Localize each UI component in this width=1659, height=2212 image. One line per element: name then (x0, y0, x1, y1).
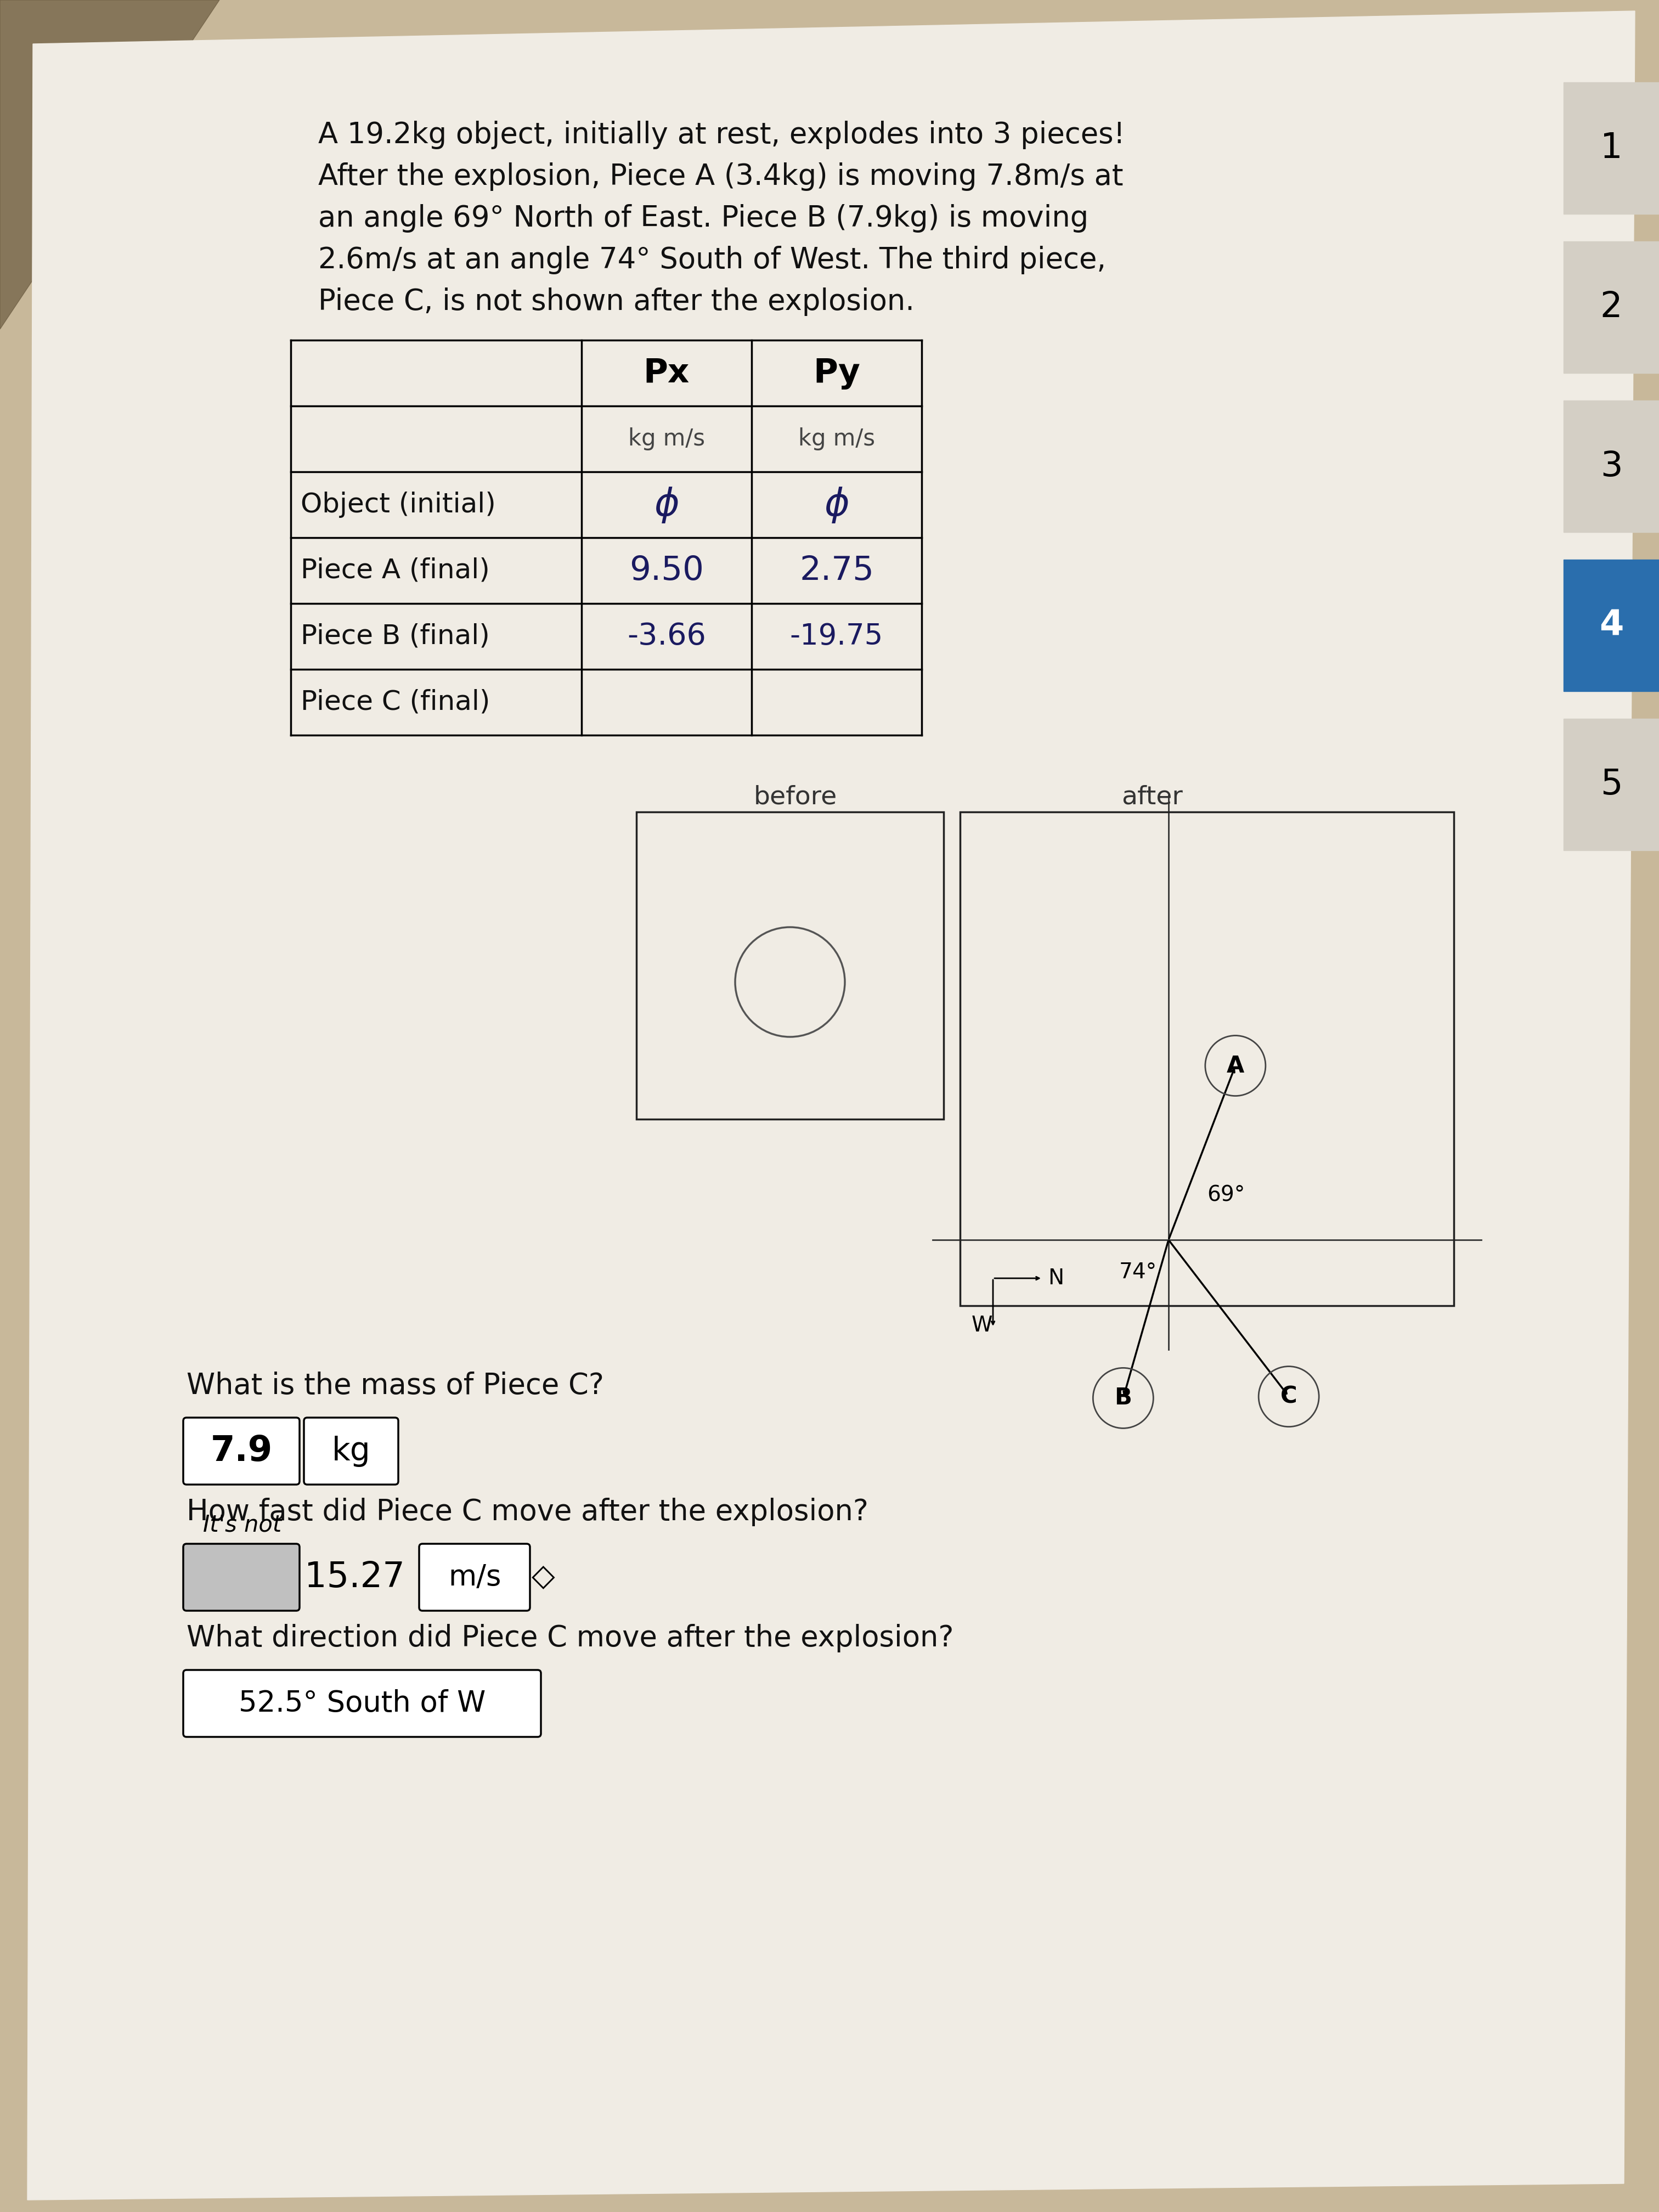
FancyBboxPatch shape (182, 1418, 300, 1484)
Text: 52.5° South of W: 52.5° South of W (239, 1690, 486, 1719)
Text: an angle 69° North of East. Piece B (7.9kg) is moving: an angle 69° North of East. Piece B (7.9… (319, 204, 1088, 232)
Text: Piece C, is not shown after the explosion.: Piece C, is not shown after the explosio… (319, 288, 914, 316)
Text: What direction did Piece C move after the explosion?: What direction did Piece C move after th… (186, 1624, 954, 1652)
Text: 7.9: 7.9 (211, 1433, 272, 1469)
Bar (1563, 400, 1659, 533)
FancyBboxPatch shape (304, 1418, 398, 1484)
Text: C: C (1281, 1385, 1297, 1409)
Text: B: B (1115, 1387, 1131, 1409)
Text: 15.27: 15.27 (305, 1559, 405, 1595)
Text: 1: 1 (1601, 131, 1623, 166)
FancyBboxPatch shape (420, 1544, 529, 1610)
Polygon shape (0, 0, 219, 330)
Text: Piece A (final): Piece A (final) (300, 557, 489, 584)
Polygon shape (28, 11, 1634, 2201)
FancyBboxPatch shape (182, 1670, 541, 1736)
Bar (961, 812, 1453, 1305)
Text: 69°: 69° (1208, 1186, 1244, 1206)
Text: 2.75: 2.75 (800, 555, 874, 586)
Text: Piece C (final): Piece C (final) (300, 690, 489, 714)
Bar (1563, 560, 1659, 690)
Text: kg: kg (332, 1436, 370, 1467)
Text: Px: Px (644, 356, 690, 389)
Text: 2.6m/s at an angle 74° South of West. The third piece,: 2.6m/s at an angle 74° South of West. Th… (319, 246, 1107, 274)
Text: 3: 3 (1601, 449, 1623, 484)
Text: 9.50: 9.50 (629, 555, 703, 586)
Text: 74°: 74° (1120, 1261, 1156, 1283)
Text: 4: 4 (1599, 608, 1624, 641)
Text: kg m/s: kg m/s (629, 427, 705, 451)
Text: kg m/s: kg m/s (798, 427, 874, 451)
Bar (637, 812, 944, 1119)
Text: Py: Py (813, 356, 859, 389)
Text: What is the mass of Piece C?: What is the mass of Piece C? (186, 1371, 604, 1400)
Text: m/s: m/s (448, 1564, 501, 1590)
Bar (1563, 241, 1659, 374)
Text: 5: 5 (1601, 768, 1623, 801)
Text: before: before (753, 785, 838, 810)
Text: after: after (1121, 785, 1183, 810)
Text: W: W (972, 1314, 992, 1336)
Text: After the explosion, Piece A (3.4kg) is moving 7.8m/s at: After the explosion, Piece A (3.4kg) is … (319, 161, 1123, 190)
Text: -19.75: -19.75 (790, 622, 883, 650)
Text: Object (initial): Object (initial) (300, 491, 496, 518)
Text: ◇: ◇ (531, 1562, 554, 1593)
Text: -3.66: -3.66 (627, 622, 707, 650)
Text: It's not: It's not (202, 1513, 282, 1535)
Bar (1563, 719, 1659, 849)
Text: N: N (1048, 1267, 1063, 1290)
Text: A 19.2kg object, initially at rest, explodes into 3 pieces!: A 19.2kg object, initially at rest, expl… (319, 122, 1125, 148)
Text: 2: 2 (1601, 290, 1623, 325)
Text: ϕ: ϕ (825, 487, 849, 522)
Text: A: A (1226, 1055, 1244, 1077)
FancyBboxPatch shape (182, 1544, 300, 1610)
Text: Piece B (final): Piece B (final) (300, 624, 489, 650)
Text: How fast did Piece C move after the explosion?: How fast did Piece C move after the expl… (186, 1498, 868, 1526)
Text: ϕ: ϕ (654, 487, 679, 522)
Bar (1563, 82, 1659, 215)
